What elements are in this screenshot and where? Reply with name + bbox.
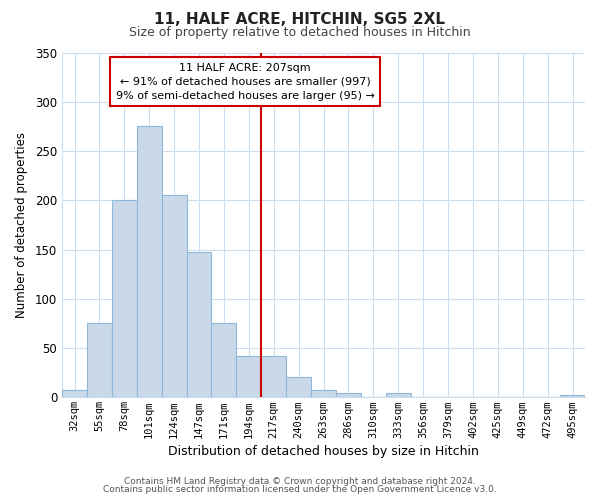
Bar [62,390,87,398]
Text: Contains public sector information licensed under the Open Government Licence v3: Contains public sector information licen… [103,485,497,494]
X-axis label: Distribution of detached houses by size in Hitchin: Distribution of detached houses by size … [168,444,479,458]
Bar [261,356,286,398]
Text: 11, HALF ACRE, HITCHIN, SG5 2XL: 11, HALF ACRE, HITCHIN, SG5 2XL [155,12,445,28]
Bar [286,376,311,398]
Bar [137,126,161,398]
Bar [87,324,112,398]
Bar [187,252,211,398]
Bar [336,394,361,398]
Y-axis label: Number of detached properties: Number of detached properties [15,132,28,318]
Text: 11 HALF ACRE: 207sqm
← 91% of detached houses are smaller (997)
9% of semi-detac: 11 HALF ACRE: 207sqm ← 91% of detached h… [116,63,374,101]
Text: Size of property relative to detached houses in Hitchin: Size of property relative to detached ho… [129,26,471,39]
Text: Contains HM Land Registry data © Crown copyright and database right 2024.: Contains HM Land Registry data © Crown c… [124,477,476,486]
Bar [560,396,585,398]
Bar [386,394,410,398]
Bar [211,324,236,398]
Bar [236,356,261,398]
Bar [112,200,137,398]
Bar [311,390,336,398]
Bar [161,196,187,398]
